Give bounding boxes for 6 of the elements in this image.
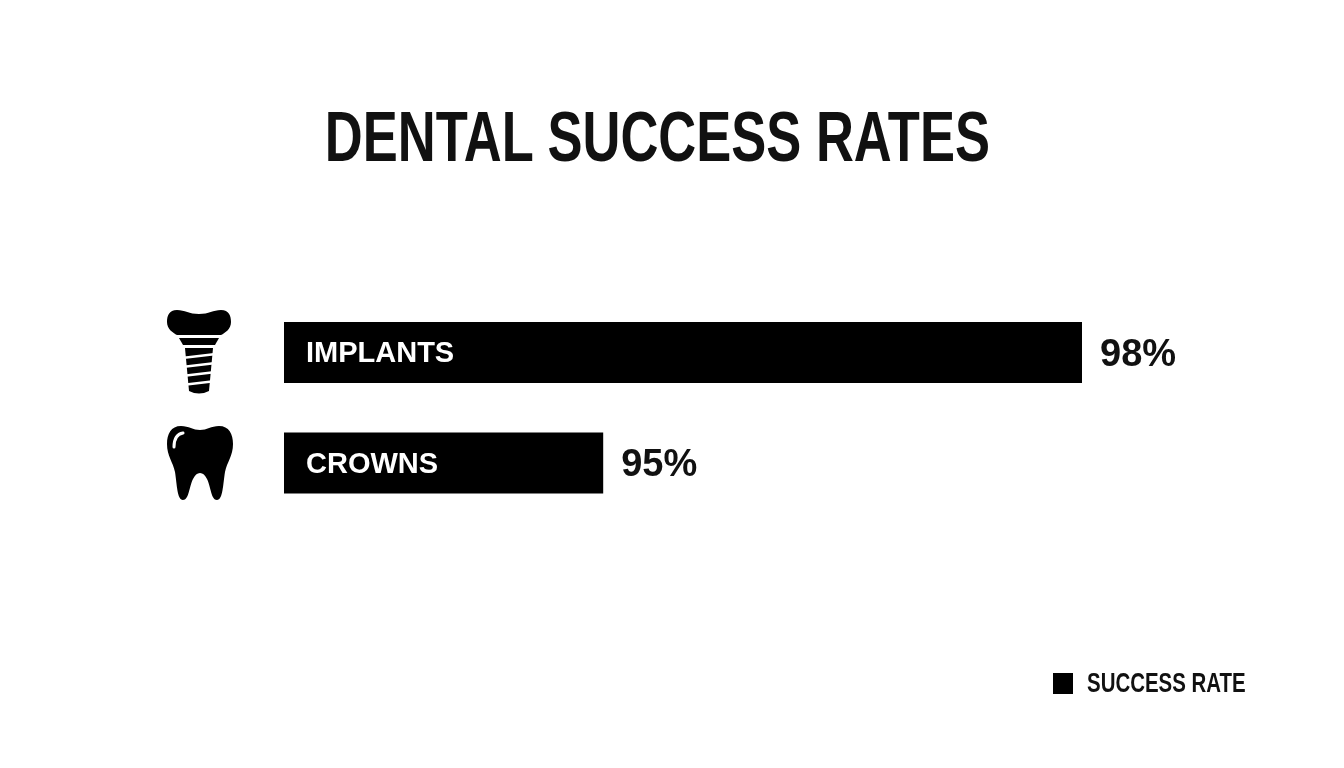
data-label: 95% (621, 442, 698, 484)
y-tick-label: IMPLANTS (306, 336, 455, 369)
legend-label: SUCCESS RATE (1087, 667, 1246, 699)
chart-title: DENTAL SUCCESS RATES (324, 98, 991, 176)
y-tick-label: CROWNS (306, 446, 439, 479)
data-label: 98% (1100, 331, 1177, 374)
